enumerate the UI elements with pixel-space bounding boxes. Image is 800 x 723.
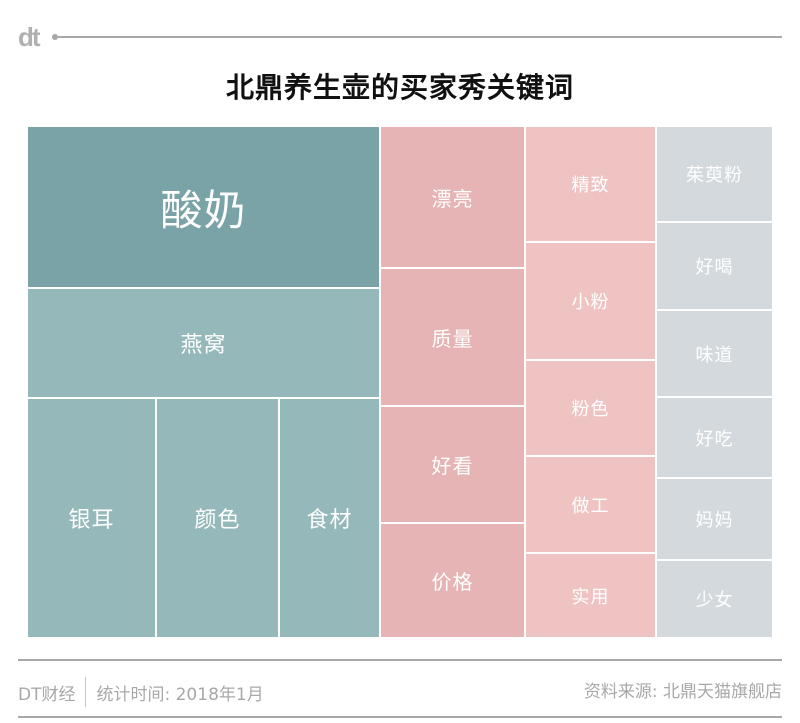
treemap-cell: 食材 (280, 399, 379, 637)
footer-divider-bottom (18, 716, 782, 718)
top-divider (58, 36, 782, 38)
footer-source: 资料来源: 北鼎天猫旗舰店 (583, 682, 782, 702)
cell-label: 茱萸粉 (686, 165, 743, 186)
footer-stat-time: 统计时间: 2018年1月 (96, 684, 264, 705)
footer-left: DT财经 统计时间: 2018年1月 (18, 677, 264, 707)
footer-brand: DT财经 (18, 684, 76, 705)
treemap-cell: 粉色 (526, 361, 655, 455)
cell-label: 小粉 (571, 292, 610, 313)
treemap-cell: 银耳 (28, 399, 155, 637)
cell-label: 颜色 (194, 508, 241, 533)
treemap-cell: 妈妈 (657, 479, 772, 559)
treemap-cell: 质量 (381, 269, 524, 405)
cell-label: 精致 (571, 175, 610, 196)
cell-label: 好吃 (695, 428, 734, 450)
treemap-cell: 酸奶 (28, 127, 379, 287)
treemap-cell: 好吃 (657, 398, 772, 477)
footer-divider-top (18, 659, 782, 661)
cell-label: 质量 (431, 326, 474, 351)
treemap-cell: 少女 (657, 561, 772, 637)
treemap-cell: 味道 (657, 311, 772, 396)
footer-separator (85, 677, 87, 707)
treemap-cell: 精致 (526, 127, 655, 241)
cell-label: 妈妈 (695, 510, 734, 531)
cell-label: 好喝 (695, 257, 734, 278)
cell-label: 味道 (695, 344, 734, 366)
cell-label: 好看 (431, 454, 474, 478)
treemap-cell: 好看 (381, 407, 524, 522)
cell-label: 酸奶 (160, 185, 247, 235)
cell-label: 粉色 (571, 399, 610, 420)
treemap-cell: 价格 (381, 524, 524, 637)
treemap-cell: 茱萸粉 (657, 127, 772, 221)
cell-label: 燕窝 (180, 333, 227, 358)
treemap-cell: 燕窝 (28, 289, 379, 397)
cell-label: 实用 (571, 586, 610, 608)
treemap-cell: 颜色 (157, 399, 278, 637)
cell-label: 银耳 (68, 508, 115, 533)
treemap-cell: 做工 (526, 457, 655, 552)
treemap-cell: 好喝 (657, 223, 772, 309)
cell-label: 少女 (695, 590, 734, 611)
dt-logo: dt (18, 22, 41, 52)
treemap-cell: 实用 (526, 554, 655, 637)
chart-title: 北鼎养生壶的买家秀关键词 (225, 71, 574, 104)
treemap-cell: 漂亮 (381, 127, 524, 267)
cell-label: 做工 (571, 495, 610, 517)
cell-label: 价格 (431, 570, 474, 594)
cell-label: 食材 (306, 508, 353, 533)
logo-dot (52, 34, 58, 40)
treemap-cell: 小粉 (526, 243, 655, 359)
cell-label: 漂亮 (431, 186, 474, 211)
